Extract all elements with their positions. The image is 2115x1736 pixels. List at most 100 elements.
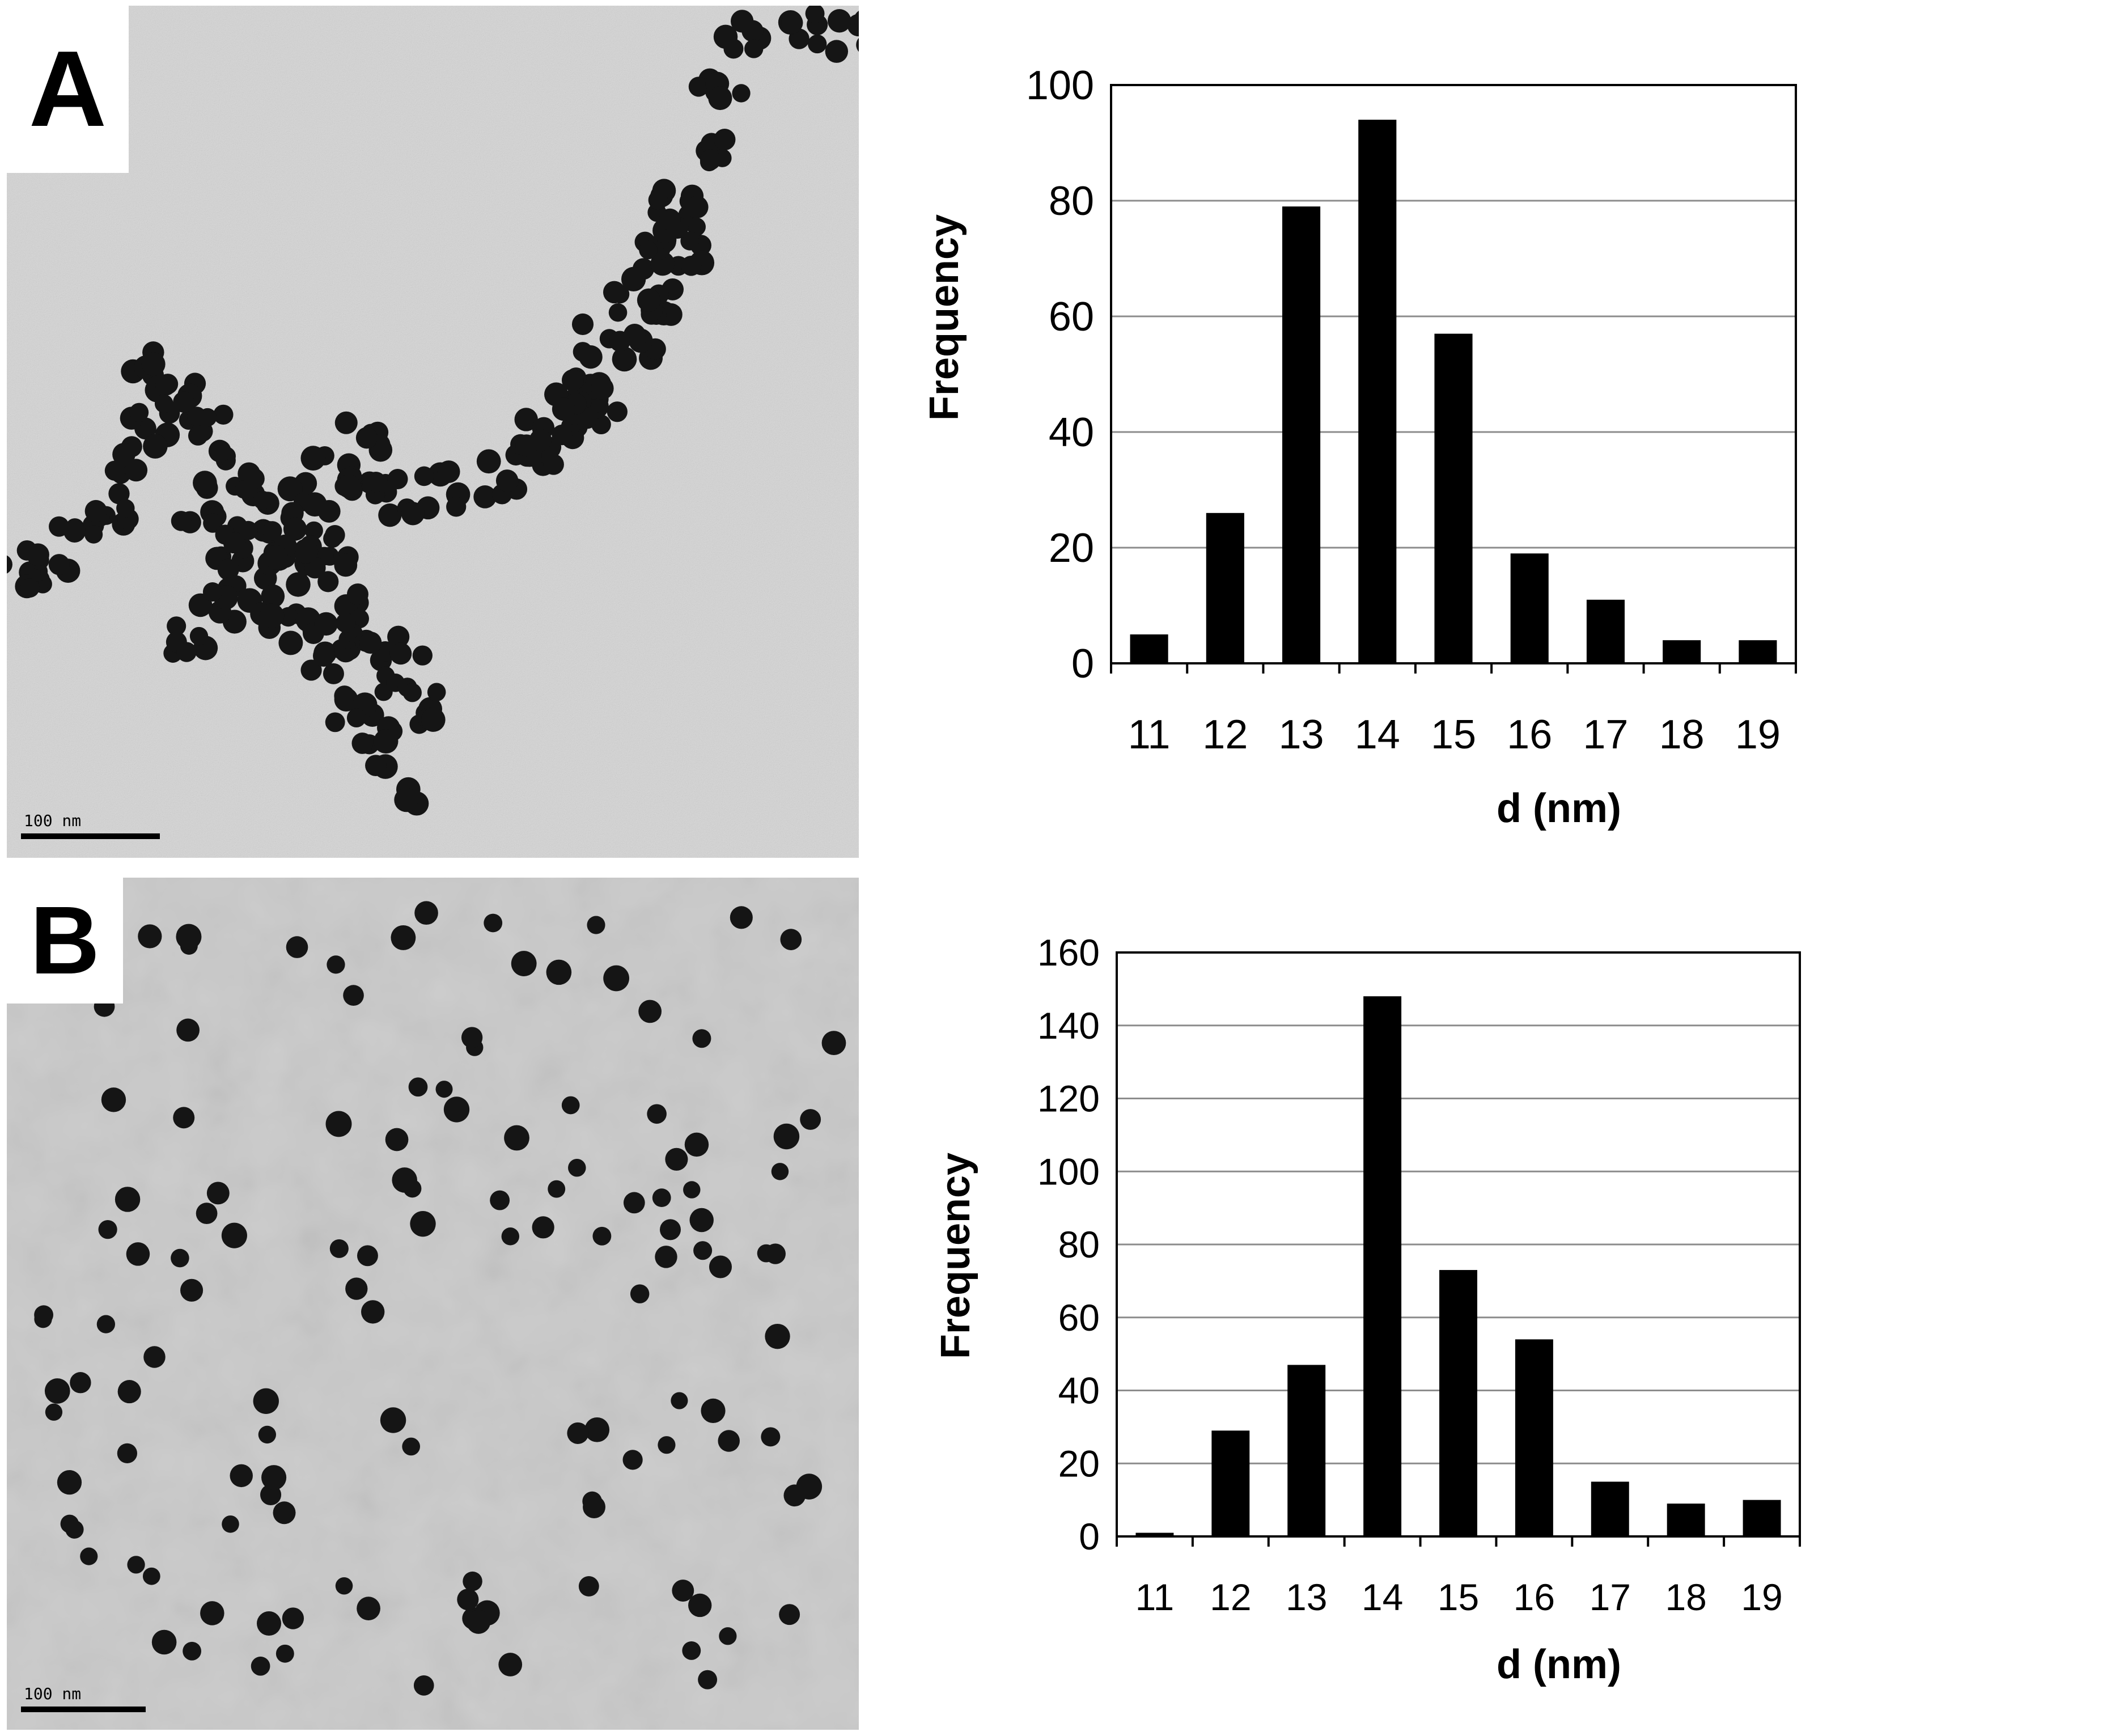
y-tick-label: 140 bbox=[1037, 1005, 1100, 1047]
nanoparticle bbox=[387, 469, 408, 489]
nanoparticle bbox=[529, 429, 552, 451]
nanoparticle bbox=[365, 755, 387, 777]
nanoparticle bbox=[765, 1323, 790, 1349]
bar bbox=[1135, 1532, 1174, 1536]
nanoparticle bbox=[45, 1403, 63, 1421]
y-tick-label: 100 bbox=[1037, 1150, 1100, 1192]
x-tick-label: 19 bbox=[1735, 712, 1781, 757]
nanoparticle bbox=[253, 1388, 279, 1415]
nanoparticle bbox=[495, 469, 519, 492]
nanoparticle bbox=[744, 39, 764, 58]
nanoparticle bbox=[208, 439, 231, 463]
nanoparticle bbox=[264, 545, 289, 570]
nanoparticle bbox=[359, 632, 382, 654]
nanoparticle bbox=[202, 582, 222, 602]
nanoparticle bbox=[659, 1219, 681, 1240]
nanoparticle bbox=[637, 288, 661, 312]
nanoparticle bbox=[501, 1227, 520, 1246]
bar bbox=[1358, 120, 1397, 663]
nanoparticle bbox=[401, 502, 425, 526]
nanoparticle bbox=[446, 497, 467, 517]
nanoparticle bbox=[639, 240, 658, 260]
nanoparticle bbox=[681, 255, 702, 276]
nanoparticle bbox=[117, 1443, 138, 1463]
nanoparticle bbox=[57, 1470, 82, 1495]
nanoparticle bbox=[692, 1029, 711, 1048]
x-tick-label: 17 bbox=[1590, 1576, 1631, 1618]
bar bbox=[1591, 1481, 1629, 1536]
y-tick-label: 80 bbox=[1049, 179, 1094, 224]
nanoparticle bbox=[463, 1571, 482, 1591]
nanoparticle bbox=[117, 1380, 141, 1404]
nanoparticle bbox=[171, 1248, 189, 1268]
y-tick-label: 100 bbox=[1026, 63, 1094, 108]
nanoparticle bbox=[387, 625, 410, 648]
nanoparticle bbox=[277, 476, 303, 502]
nanoparticle bbox=[607, 401, 628, 422]
y-tick-label: 0 bbox=[1079, 1515, 1100, 1557]
nanoparticle bbox=[366, 471, 387, 492]
bar bbox=[1434, 333, 1473, 663]
nanoparticle bbox=[262, 521, 282, 541]
nanoparticle bbox=[49, 516, 70, 537]
nanoparticle bbox=[609, 331, 631, 352]
x-tick-label: 12 bbox=[1210, 1576, 1251, 1618]
nanoparticle bbox=[514, 408, 538, 431]
bar bbox=[1586, 599, 1625, 663]
nanoparticle bbox=[413, 1675, 434, 1696]
nanoparticle bbox=[568, 1158, 586, 1177]
x-tick-label: 17 bbox=[1583, 712, 1628, 757]
nanoparticle bbox=[125, 459, 148, 482]
nanoparticle bbox=[821, 1031, 846, 1056]
nanoparticle bbox=[682, 1641, 701, 1660]
nanoparticle bbox=[300, 446, 326, 471]
nanoparticle bbox=[261, 1465, 287, 1491]
x-tick-label: 19 bbox=[1741, 1576, 1782, 1618]
nanoparticle bbox=[476, 449, 501, 474]
micrograph-a-canvas: 100 nm bbox=[7, 6, 859, 858]
nanoparticle bbox=[561, 1096, 580, 1115]
nanoparticle bbox=[361, 1300, 385, 1324]
nanoparticle bbox=[659, 208, 681, 230]
nanoparticle bbox=[765, 1243, 786, 1264]
nanoparticle bbox=[461, 1027, 483, 1048]
nanoparticle bbox=[630, 1284, 650, 1303]
nanoparticle bbox=[98, 1220, 117, 1239]
nanoparticle bbox=[206, 1182, 230, 1205]
nanoparticle bbox=[84, 499, 107, 523]
nanoparticle bbox=[225, 532, 246, 553]
nanoparticle bbox=[251, 1656, 270, 1676]
bar bbox=[1743, 1500, 1781, 1536]
nanoparticle bbox=[658, 1436, 676, 1454]
nanoparticle bbox=[708, 86, 732, 111]
nanoparticle bbox=[394, 787, 419, 812]
x-tick-label: 16 bbox=[1507, 712, 1552, 757]
nanoparticle bbox=[672, 1580, 694, 1602]
y-tick-label: 0 bbox=[1071, 641, 1094, 687]
nanoparticle bbox=[427, 683, 446, 702]
nanoparticle bbox=[714, 129, 736, 151]
micrograph-a: 100 nm bbox=[7, 6, 859, 858]
nanoparticle bbox=[325, 524, 345, 545]
nanoparticle bbox=[796, 1474, 823, 1500]
bar bbox=[1515, 1339, 1553, 1536]
bar bbox=[1206, 513, 1244, 663]
nanoparticle bbox=[408, 1077, 428, 1097]
x-tick-label: 18 bbox=[1665, 1576, 1706, 1618]
nanoparticle bbox=[623, 1192, 645, 1214]
scale-bar-b bbox=[21, 1707, 146, 1712]
bar bbox=[1667, 1504, 1705, 1536]
nanoparticle bbox=[346, 708, 366, 728]
nanoparticle bbox=[603, 965, 629, 992]
nanoparticle bbox=[552, 397, 575, 421]
nanoparticle bbox=[176, 1018, 200, 1042]
nanoparticle bbox=[176, 924, 202, 950]
bar bbox=[1663, 640, 1701, 663]
nanoparticle bbox=[808, 34, 827, 54]
nanoparticle bbox=[457, 1589, 479, 1611]
nanoparticle bbox=[504, 1125, 529, 1151]
nanoparticle bbox=[638, 1000, 662, 1023]
nanoparticle bbox=[621, 266, 646, 292]
bar bbox=[1739, 640, 1777, 663]
dispersed-particles-b bbox=[34, 901, 846, 1696]
